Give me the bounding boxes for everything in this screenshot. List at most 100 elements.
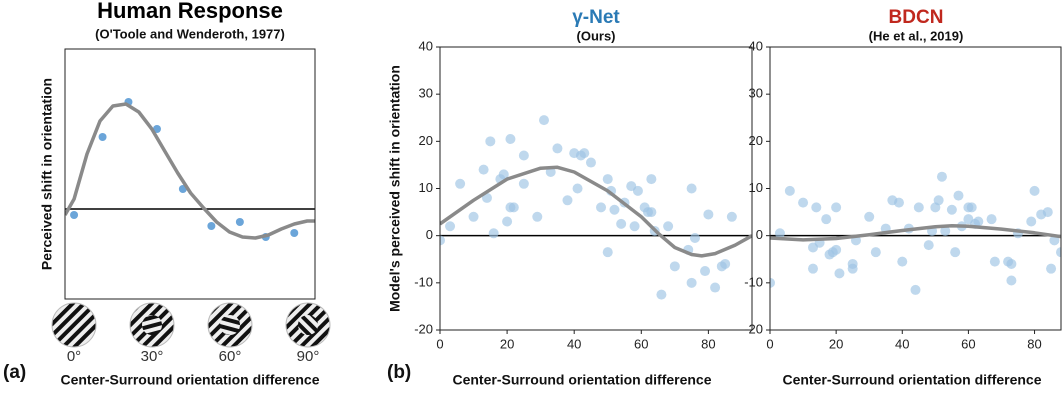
data-point xyxy=(1006,258,1017,269)
y-tick-label: 30 xyxy=(749,86,763,101)
data-point xyxy=(1042,207,1053,218)
data-point xyxy=(986,214,997,225)
data-point xyxy=(774,228,785,239)
data-point xyxy=(834,268,845,279)
x-tick-label: 80 xyxy=(1027,336,1041,351)
x-tick-label: 40 xyxy=(567,336,581,351)
data-point xyxy=(973,216,984,227)
plot-area xyxy=(770,171,1061,295)
data-point xyxy=(508,202,519,213)
data-point xyxy=(488,228,499,239)
data-point xyxy=(663,221,674,232)
x-axis-label: Center-Surround orientation difference xyxy=(452,372,711,388)
data-point xyxy=(1056,247,1061,258)
stimuli xyxy=(51,302,331,348)
data-point xyxy=(720,258,731,269)
data-point xyxy=(897,256,908,267)
data-point xyxy=(602,174,613,185)
x-tick-label: 20 xyxy=(500,336,514,351)
data-point xyxy=(940,225,951,236)
chart-title: BDCN xyxy=(889,7,944,28)
y-tick-label: -10 xyxy=(744,274,763,289)
data-point xyxy=(726,211,737,222)
data-point xyxy=(910,284,921,295)
data-point xyxy=(616,218,627,229)
data-point xyxy=(966,202,977,213)
data-point xyxy=(821,214,832,225)
data-point xyxy=(703,209,714,220)
data-point xyxy=(953,190,964,201)
y-tick-label: 40 xyxy=(419,38,433,53)
data-point xyxy=(562,195,573,206)
plot-frame xyxy=(769,46,1062,331)
data-point xyxy=(552,143,563,154)
y-axis-label: Model's perceived shift in orientation xyxy=(387,65,403,312)
data-point xyxy=(989,256,1000,267)
data-point xyxy=(784,185,795,196)
stimulus-center xyxy=(142,315,162,335)
stimulus-center xyxy=(220,315,240,335)
data-point xyxy=(609,204,620,215)
y-tick-label: 20 xyxy=(749,133,763,148)
data-point xyxy=(1006,275,1017,286)
data-point xyxy=(235,218,244,226)
data-point xyxy=(686,183,697,194)
data-point xyxy=(770,277,775,288)
data-point xyxy=(847,263,858,274)
data-point xyxy=(455,178,466,189)
data-point xyxy=(629,221,640,232)
y-tick-label: 0 xyxy=(426,227,433,242)
x-tick-label: 0 xyxy=(436,336,443,351)
x-axis-label: Center-Surround orientation difference xyxy=(60,372,319,388)
data-point xyxy=(893,197,904,208)
data-point xyxy=(468,211,479,222)
data-point xyxy=(870,247,881,258)
data-point xyxy=(798,197,809,208)
stimulus-center xyxy=(64,315,84,335)
data-point xyxy=(1046,263,1057,274)
data-point xyxy=(290,229,299,237)
x-tick-label: 60 xyxy=(634,336,648,351)
stimulus-label: 60° xyxy=(219,348,242,365)
data-point xyxy=(1029,185,1040,196)
data-point xyxy=(602,247,613,258)
data-point xyxy=(585,157,596,168)
x-axis-label: Center-Surround orientation difference xyxy=(782,372,1041,388)
data-point xyxy=(913,202,924,213)
x-tick-label: 80 xyxy=(701,336,715,351)
data-point xyxy=(505,133,516,144)
y-axis-label: Perceived shift in orientation xyxy=(39,78,55,270)
y-tick-label: 10 xyxy=(419,180,433,195)
y-tick-label: -10 xyxy=(414,274,433,289)
fit-curve xyxy=(770,224,1061,242)
data-point xyxy=(596,202,607,213)
data-point xyxy=(632,185,643,196)
y-tick-label: -20 xyxy=(744,321,763,336)
data-point xyxy=(579,148,590,159)
data-point xyxy=(518,150,529,161)
fit-curve xyxy=(440,165,752,258)
data-point xyxy=(811,202,822,213)
stimulus-center xyxy=(298,315,318,335)
x-tick-label: 0 xyxy=(766,336,773,351)
data-point xyxy=(831,202,842,213)
data-point xyxy=(572,183,583,194)
data-point xyxy=(923,240,934,251)
data-point xyxy=(710,282,721,293)
data-point xyxy=(498,169,509,180)
stimulus-label: 0° xyxy=(67,348,81,365)
plot-frame xyxy=(439,46,753,331)
data-point xyxy=(933,195,944,206)
y-tick-label: 20 xyxy=(419,133,433,148)
chart-subtitle: (Ours) xyxy=(577,28,616,43)
data-point xyxy=(478,164,489,175)
y-tick-label: -20 xyxy=(414,321,433,336)
x-tick-label: 60 xyxy=(961,336,975,351)
x-tick-label: 40 xyxy=(895,336,909,351)
data-point xyxy=(1049,235,1060,246)
data-point xyxy=(70,211,79,219)
chart-subtitle: (O'Toole and Wenderoth, 1977) xyxy=(95,26,285,41)
data-point xyxy=(669,261,680,272)
y-tick-label: 0 xyxy=(756,227,763,242)
data-point xyxy=(686,277,697,288)
